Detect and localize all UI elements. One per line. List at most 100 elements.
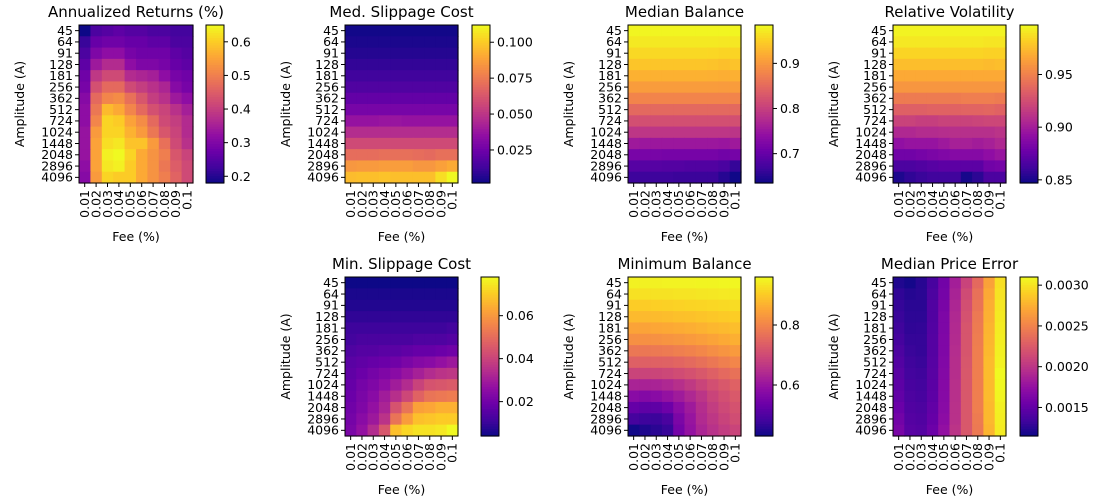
heatmap-cell [949, 81, 962, 94]
heatmap-cell [983, 390, 996, 403]
heatmap-cell [926, 356, 939, 369]
heatmap-cell [401, 413, 414, 426]
colorbar-segment [755, 334, 773, 338]
heatmap-cell [926, 299, 939, 312]
heatmap-cell [378, 36, 391, 49]
heatmap-cell [412, 81, 425, 94]
heatmap-cell [661, 345, 674, 358]
colorbar-segment [472, 81, 490, 85]
heatmap-cell [684, 70, 697, 83]
heatmap-cell [893, 277, 905, 289]
heatmap-cell [424, 322, 436, 335]
colorbar-segment [206, 29, 224, 34]
heatmap-cell [424, 47, 436, 60]
heatmap-cell [949, 126, 962, 139]
heatmap-cell [650, 322, 663, 335]
colorbar-segment [472, 141, 490, 145]
heatmap-cell [435, 401, 448, 414]
heatmap-cell [994, 288, 1007, 301]
heatmap-cell [650, 311, 663, 324]
colorbar-tick-label: 0.9 [780, 56, 800, 71]
colorbar-segment [472, 52, 490, 56]
colorbar-segment [755, 52, 773, 56]
colorbar-segment [755, 64, 773, 68]
heatmap-cell [707, 401, 719, 414]
y-tick-label: 362 [49, 91, 73, 106]
heatmap-cells [79, 25, 194, 184]
y-tick-label: 512 [863, 354, 887, 369]
heatmap-cell [729, 25, 742, 37]
colorbar-segment [755, 59, 773, 63]
heatmap-cell [983, 424, 996, 437]
colorbar-segment [1020, 289, 1038, 293]
heatmap-cell [113, 47, 126, 60]
heatmap-cell [938, 25, 951, 37]
heatmap-cell [181, 115, 194, 128]
y-tick-label: 45 [606, 275, 622, 290]
heatmap-cell [949, 311, 962, 324]
heatmap-cell [661, 413, 674, 426]
heatmap-cell [90, 92, 103, 105]
heatmap-cell [915, 36, 928, 49]
y-tick-label: 1024 [855, 377, 887, 392]
heatmap-cell [707, 356, 719, 369]
colorbar-segment [1020, 373, 1038, 377]
heatmap-cell [401, 356, 414, 369]
colorbar-segment [755, 279, 773, 283]
heatmap-cell [390, 424, 403, 437]
colorbar-segment [206, 47, 224, 51]
colorbar-segment [755, 421, 773, 425]
colorbar-segment [472, 160, 490, 164]
x-axis-label: Fee (%) [926, 229, 974, 244]
heatmap-cell [639, 311, 652, 324]
heatmap-cell [695, 277, 708, 289]
colorbar-segment [206, 113, 224, 117]
colorbar-segment [1020, 96, 1038, 100]
heatmap-cell [695, 160, 708, 173]
heatmap-cell [650, 379, 663, 392]
heatmap-cell [158, 81, 171, 94]
colorbar-segment [1020, 66, 1038, 71]
heatmap-cell [158, 25, 171, 37]
heatmap-cell [435, 288, 448, 301]
heatmap-cell [673, 81, 686, 94]
heatmap-cell [181, 25, 194, 37]
colorbar-segment [472, 123, 490, 127]
heatmap-cell [170, 58, 183, 71]
heatmap-cell [994, 424, 1007, 437]
heatmap-panel-median-balance: Median Balance45649112818125636251272410… [561, 3, 800, 244]
heatmap-cell [938, 126, 951, 139]
heatmap-cell [983, 149, 996, 162]
colorbar-segment [481, 396, 499, 400]
heatmap-cell [718, 424, 731, 437]
heatmap-cell [181, 149, 194, 162]
heatmap-cell [893, 171, 905, 184]
colorbar-segment [472, 121, 490, 125]
heatmap-cell [938, 70, 951, 83]
colorbar-segment [206, 173, 224, 177]
heatmap-cell [904, 81, 917, 94]
colorbar-segment [755, 101, 773, 105]
colorbar-segment [206, 145, 224, 150]
colorbar-segment [1020, 279, 1038, 283]
colorbar-segment [1020, 128, 1038, 132]
colorbar-segment [1020, 44, 1038, 48]
colorbar-segment [1020, 361, 1038, 365]
heatmap-cell [904, 424, 917, 437]
colorbar-segment [755, 363, 773, 368]
heatmap-cell [136, 58, 148, 71]
colorbar-segment [1020, 47, 1038, 51]
x-tick-label: 0.01 [77, 190, 92, 218]
heatmap-cell [412, 277, 425, 289]
y-tick-label: 256 [598, 332, 622, 347]
colorbar-segment [472, 128, 490, 132]
heatmap-cell [401, 58, 414, 71]
colorbar-segment [206, 89, 224, 93]
heatmap-cell [938, 379, 951, 392]
heatmap-cell [628, 299, 640, 312]
heatmap-cell [904, 345, 917, 358]
colorbar-segment [1020, 294, 1038, 298]
heatmap-cell [695, 70, 708, 83]
heatmap-cell [915, 401, 928, 414]
heatmap-cell [983, 115, 996, 128]
